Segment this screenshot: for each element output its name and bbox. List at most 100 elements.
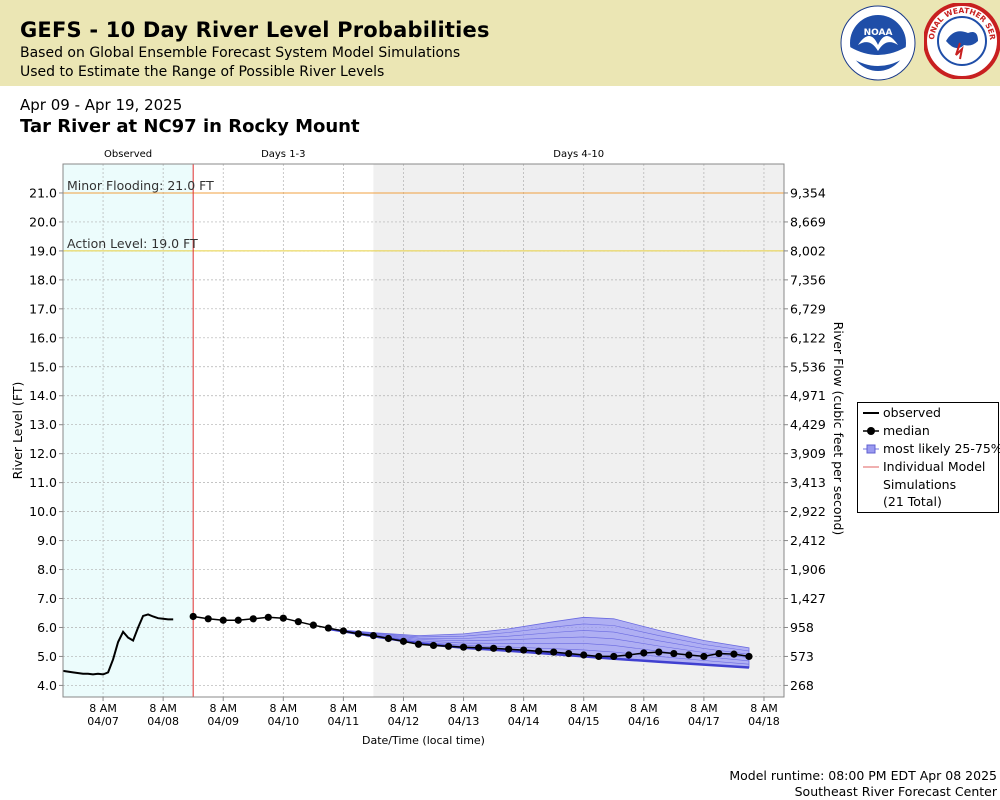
median-point: [685, 651, 693, 659]
median-point: [535, 647, 543, 655]
median-point: [249, 615, 257, 623]
median-point: [444, 642, 453, 650]
x-tick-date: 04/16: [628, 715, 660, 728]
legend-most-likely: most likely 25-75%: [862, 440, 1000, 458]
x-tick-date: 04/12: [388, 715, 420, 728]
y-tick-label: 13.0: [29, 417, 57, 432]
y2-tick-label: 8,002: [790, 243, 826, 258]
y-tick-label: 10.0: [29, 504, 57, 519]
page-title: GEFS - 10 Day River Level Probabilities: [20, 18, 490, 42]
legend-most-likely-label: most likely 25-75%: [883, 441, 1000, 456]
median-point: [459, 643, 468, 651]
legend-individual-count: (21 Total): [862, 493, 942, 511]
y-tick-label: 15.0: [29, 359, 57, 374]
observed-line: [62, 613, 174, 676]
y2-tick-label: 4,429: [790, 417, 826, 432]
y-tick-label: 8.0: [37, 562, 57, 577]
x-tick-time: 8 AM: [690, 702, 718, 715]
band-inner-line: [328, 628, 750, 655]
y-tick-label: 5.0: [37, 649, 57, 664]
y-tick-label: 4.0: [37, 678, 57, 693]
y-tick-label: 6.0: [37, 620, 57, 635]
header-banner: GEFS - 10 Day River Level Probabilities …: [0, 0, 1000, 86]
x-tick-time: 8 AM: [209, 702, 237, 715]
y-tick-label: 20.0: [29, 214, 57, 229]
y2-tick-label: 268: [790, 678, 814, 693]
median-point: [700, 652, 708, 661]
x-tick-date: 04/09: [207, 715, 239, 728]
model-runtime: Model runtime: 08:00 PM EDT Apr 08 2025: [729, 768, 997, 783]
x-tick-date: 04/18: [748, 715, 780, 728]
source-credit: Southeast River Forecast Center: [794, 784, 997, 799]
section-background: [373, 164, 784, 697]
x-tick-date: 04/15: [568, 715, 600, 728]
y-tick-label: 17.0: [29, 301, 57, 316]
nws-logo: NATIONAL WEATHER SERVICE: [924, 3, 1000, 79]
x-tick-time: 8 AM: [270, 702, 298, 715]
x-tick-date: 04/11: [328, 715, 360, 728]
median-point: [730, 650, 738, 658]
median-point: [429, 641, 438, 650]
x-tick-date: 04/07: [87, 715, 119, 728]
median-point: [219, 616, 227, 624]
location-title: Tar River at NC97 in Rocky Mount: [20, 116, 360, 137]
x-tick-time: 8 AM: [330, 702, 358, 715]
median-point: [489, 644, 498, 652]
median-point: [354, 630, 363, 638]
median-point: [264, 613, 272, 621]
y2-tick-label: 1,427: [790, 591, 826, 606]
median-point: [715, 649, 723, 658]
median-point: [234, 616, 242, 624]
x-tick-time: 8 AM: [630, 702, 658, 715]
y2-tick-label: 573: [790, 649, 814, 664]
y-tick-label: 11.0: [29, 475, 57, 490]
y2-tick-label: 1,906: [790, 562, 826, 577]
median-point: [339, 627, 347, 635]
median-point: [369, 631, 378, 640]
y-tick-label: 14.0: [29, 388, 57, 403]
y-tick-label: 12.0: [29, 446, 57, 461]
median-point: [580, 651, 588, 659]
median-point: [625, 651, 633, 659]
noaa-logo-text: NOAA: [864, 28, 893, 38]
y2-tick-label: 958: [790, 620, 814, 635]
legend-individual: Individual Model: [862, 458, 985, 476]
median-point: [505, 645, 513, 653]
median-point: [189, 612, 197, 621]
median-point: [204, 615, 212, 623]
legend-individual-label-2: Simulations: [883, 477, 957, 492]
legend-observed: observed: [862, 404, 941, 422]
median-point: [610, 652, 618, 661]
x-tick-date: 04/10: [267, 715, 299, 728]
band-inner-line: [328, 623, 750, 652]
x-tick-time: 8 AM: [390, 702, 418, 715]
median-point: [384, 634, 393, 643]
legend-individual-label-3: (21 Total): [883, 494, 942, 509]
median-point: [745, 652, 753, 661]
y-tick-label: 19.0: [29, 243, 57, 258]
x-tick-time: 8 AM: [750, 702, 778, 715]
x-tick-time: 8 AM: [450, 702, 478, 715]
x-tick-date: 04/14: [508, 715, 540, 728]
y-tick-label: 7.0: [37, 591, 57, 606]
median-point: [324, 624, 332, 632]
median-point: [595, 652, 603, 661]
y2-axis-label: River Flow (cubic feet per second): [831, 322, 846, 536]
y2-tick-label: 8,669: [790, 214, 826, 229]
median-point: [414, 640, 423, 648]
y2-tick-label: 3,413: [790, 475, 826, 490]
x-tick-time: 8 AM: [510, 702, 538, 715]
median-point: [294, 618, 302, 626]
y2-tick-label: 2,412: [790, 533, 826, 548]
y2-tick-label: 4,971: [790, 388, 826, 403]
x-tick-date: 04/08: [147, 715, 179, 728]
median-point: [399, 637, 408, 645]
y2-tick-label: 6,122: [790, 330, 826, 345]
legend-observed-label: observed: [883, 405, 941, 420]
y2-tick-label: 7,356: [790, 272, 826, 287]
median-point: [655, 648, 663, 656]
section-label: Observed: [104, 149, 152, 160]
median-point: [550, 648, 558, 656]
subtitle-line-2: Used to Estimate the Range of Possible R…: [20, 64, 385, 80]
